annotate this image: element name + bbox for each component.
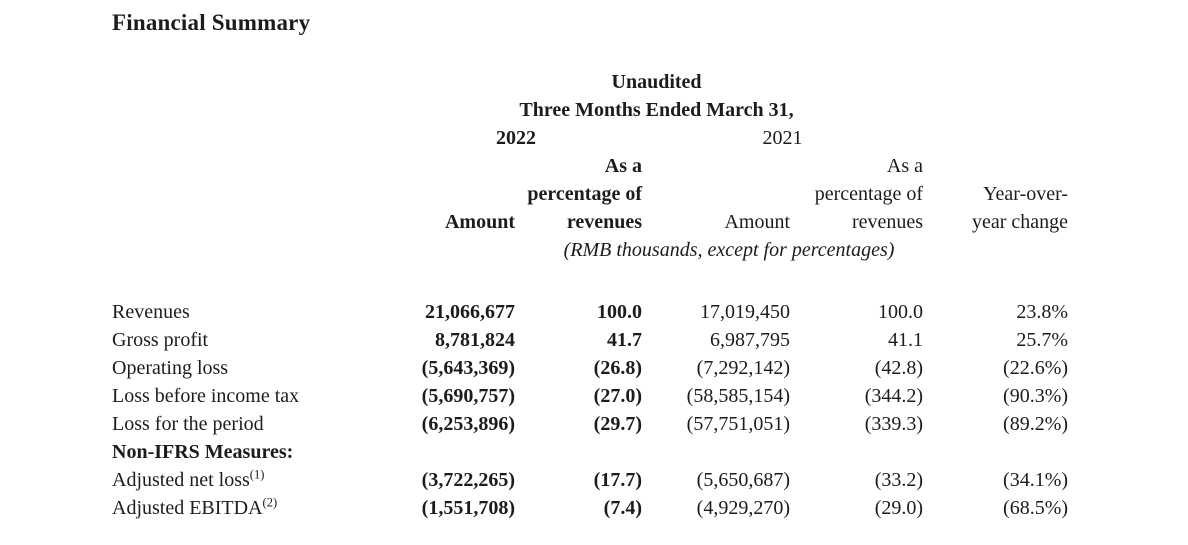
pct-2021-value: 41.1 — [888, 329, 924, 351]
amount-2022-value: (3,722,265) — [421, 469, 515, 491]
yoy-change-value: 23.8% — [1016, 301, 1069, 323]
row-label-text: Gross profit — [112, 329, 209, 351]
pct-2022-value — [515, 438, 642, 466]
row-label-text: Adjusted EBITDA — [112, 497, 263, 519]
amount-2021-value — [642, 438, 790, 466]
pct-2021-value: 100.0 — [878, 301, 924, 323]
row-label-text: Non-IFRS Measures: — [112, 441, 294, 463]
header-spacer — [112, 152, 390, 236]
amount-2022-value: (5,690,757) — [421, 385, 515, 407]
row-label-text: Revenues — [112, 301, 190, 323]
amount-2022-value — [390, 438, 515, 466]
row-label: Gross profit — [112, 326, 390, 354]
pct-2022-value: 41.7 — [607, 329, 642, 351]
amount-2022-value: 8,781,824 — [435, 329, 515, 351]
amount-2021-value: (4,929,270) — [696, 497, 790, 519]
row-label: Revenues — [112, 298, 390, 326]
col-header-pct-2022: As a percentage of revenues — [527, 155, 642, 233]
pct-2022-value: (17.7) — [593, 469, 642, 491]
header-spacer — [112, 236, 390, 264]
footnote-marker: (2) — [262, 495, 278, 510]
amount-2022-value: (6,253,896) — [421, 413, 515, 435]
section-header-label: Non-IFRS Measures: — [112, 438, 390, 466]
amount-2022-value: (1,551,708) — [421, 497, 515, 519]
col-header-amount-2022: Amount — [444, 211, 515, 233]
pct-2022-value: 100.0 — [597, 301, 642, 323]
financial-summary-table: Unaudited Three Months Ended March 31, 2… — [112, 68, 1068, 522]
col-header-amount-2021: Amount — [724, 211, 790, 233]
year-2022-label: 2022 — [496, 127, 536, 149]
spacer-cell — [112, 264, 1068, 298]
unaudited-label: Unaudited — [611, 71, 702, 93]
pct-2021-value: (42.8) — [874, 357, 924, 379]
row-label-text: Adjusted net loss — [112, 469, 250, 491]
amount-2021-value: (58,585,154) — [686, 385, 790, 407]
amount-2022-value: 21,066,677 — [425, 301, 515, 323]
row-loss-before-income-tax: Loss before income tax (5,690,757) (27.0… — [112, 382, 1068, 410]
row-adjusted-net-loss: Adjusted net loss(1) (3,722,265) (17.7) … — [112, 466, 1068, 494]
row-label: Operating loss — [112, 354, 390, 382]
header-columns-row: Amount As a percentage of revenues Amoun… — [112, 152, 1068, 236]
pct-2022-value: (29.7) — [593, 413, 642, 435]
year-2021-label: 2021 — [762, 127, 803, 149]
row-label-text: Loss before income tax — [112, 385, 300, 407]
period-label: Three Months Ended March 31, — [519, 99, 794, 121]
amount-2021-value: (57,751,051) — [686, 413, 790, 435]
header-spacer — [923, 124, 1068, 152]
yoy-change-value: (89.2%) — [1003, 413, 1069, 435]
row-gross-profit: Gross profit 8,781,824 41.7 6,987,795 41… — [112, 326, 1068, 354]
pct-2021-value: (339.3) — [864, 413, 924, 435]
header-spacer — [112, 68, 390, 124]
yoy-change-value: 25.7% — [1016, 329, 1069, 351]
pct-2022-value: (27.0) — [593, 385, 642, 407]
row-revenues: Revenues 21,066,677 100.0 17,019,450 100… — [112, 298, 1068, 326]
pct-2021-value: (33.2) — [874, 469, 924, 491]
row-adjusted-ebitda: Adjusted EBITDA(2) (1,551,708) (7.4) (4,… — [112, 494, 1068, 522]
header-period-row: Unaudited Three Months Ended March 31, — [112, 68, 1068, 124]
yoy-change-value: (90.3%) — [1003, 385, 1069, 407]
row-operating-loss: Operating loss (5,643,369) (26.8) (7,292… — [112, 354, 1068, 382]
amount-2022-value: (5,643,369) — [421, 357, 515, 379]
row-label: Loss before income tax — [112, 382, 390, 410]
amount-2021-value: (7,292,142) — [696, 357, 790, 379]
yoy-change-value: (22.6%) — [1003, 357, 1069, 379]
pct-2021-value: (344.2) — [864, 385, 924, 407]
row-loss-for-the-period: Loss for the period (6,253,896) (29.7) (… — [112, 410, 1068, 438]
yoy-change-value — [923, 438, 1068, 466]
yoy-change-value: (34.1%) — [1003, 469, 1069, 491]
pct-2021-value — [790, 438, 923, 466]
page-title: Financial Summary — [112, 10, 311, 35]
row-label-text: Operating loss — [112, 357, 229, 379]
units-note-row: (RMB thousands, except for percentages) — [112, 236, 1068, 264]
row-label: Adjusted net loss(1) — [112, 466, 390, 494]
pct-2022-value: (7.4) — [603, 497, 642, 519]
spacer-row — [112, 264, 1068, 298]
footnote-marker: (1) — [249, 467, 265, 482]
header-year-row: 2022 2021 — [112, 124, 1068, 152]
amount-2021-value: 17,019,450 — [700, 301, 790, 323]
pct-2022-value: (26.8) — [593, 357, 642, 379]
col-header-pct-2021: As a percentage of revenues — [814, 155, 924, 233]
header-spacer — [923, 68, 1068, 124]
col-header-yoy-change: Year-over- year change — [971, 183, 1069, 233]
header-period-cell: Unaudited Three Months Ended March 31, — [390, 68, 923, 124]
row-label-text: Loss for the period — [112, 413, 264, 435]
pct-2021-value: (29.0) — [874, 497, 924, 519]
header-spacer — [112, 124, 390, 152]
row-label: Loss for the period — [112, 410, 390, 438]
amount-2021-value: (5,650,687) — [696, 469, 790, 491]
amount-2021-value: 6,987,795 — [710, 329, 790, 351]
units-note: (RMB thousands, except for percentages) — [563, 239, 895, 261]
row-non-ifrs-measures-section: Non-IFRS Measures: — [112, 438, 1068, 466]
yoy-change-value: (68.5%) — [1003, 497, 1069, 519]
row-label: Adjusted EBITDA(2) — [112, 494, 390, 522]
